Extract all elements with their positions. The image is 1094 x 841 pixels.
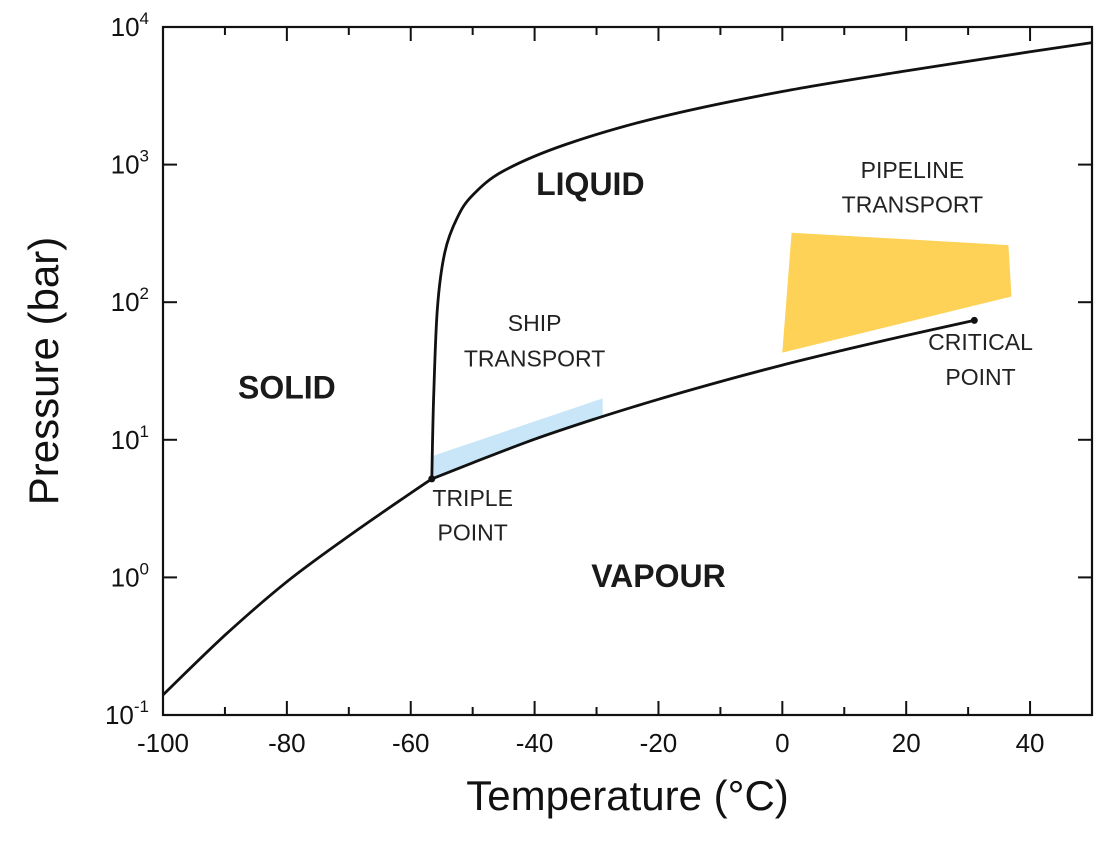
pipeline-transport-band [782,232,1012,353]
x-tick-label: 40 [1016,728,1045,758]
y-tick-label: 103 [111,147,149,180]
plot-frame [161,25,1094,717]
points-layer [428,316,978,483]
annotation-liquid: LIQUID [536,166,644,202]
phase-curves-layer [162,41,1093,696]
x-tick-label: -60 [392,728,430,758]
vaporization-curve [431,319,975,481]
x-tick-label: 20 [892,728,921,758]
annotation-solid: SOLID [238,369,336,405]
melting-curve [430,41,1093,479]
x-tick-label: -100 [137,728,189,758]
x-tick-label: -80 [268,728,306,758]
annotation-ship-line2: TRANSPORT [464,346,605,372]
triple-point-marker [428,475,436,483]
y-tick-label: 104 [111,9,149,42]
annotation-ship-line1: SHIP [508,310,562,336]
annotation-triple-line2: POINT [438,520,508,546]
tick-labels-layer: -100 -80 -60 -40 -20 0 20 40 10-1 100 101 102 103 104 [105,9,1045,758]
annotation-vapour: VAPOUR [591,558,726,594]
y-tick-label: 101 [111,422,149,455]
x-tick-label: -20 [640,728,678,758]
annotation-critical-line1: CRITICAL [928,329,1033,355]
sublimation-curve [162,477,433,696]
x-axis-title: Temperature (°C) [466,772,789,819]
shaded-regions-layer [431,232,1012,479]
ticks-layer [162,26,1093,716]
annotation-triple-line1: TRIPLE [432,485,513,511]
y-tick-label: 100 [111,559,149,592]
annotation-pipeline-line2: TRANSPORT [842,191,983,217]
annotations-layer: SOLID LIQUID VAPOUR SHIP TRANSPORT PIPELINE TR… [238,157,1033,594]
x-tick-label: 0 [775,728,789,758]
ship-transport-band [431,398,603,479]
x-tick-label: -40 [516,728,554,758]
annotation-pipeline-line1: PIPELINE [861,157,965,183]
critical-point-marker [970,316,978,324]
y-tick-label: 10-1 [105,697,149,730]
y-axis-title: Pressure (bar) [20,237,67,505]
y-tick-label: 102 [111,284,149,317]
annotation-critical-line2: POINT [945,364,1015,390]
